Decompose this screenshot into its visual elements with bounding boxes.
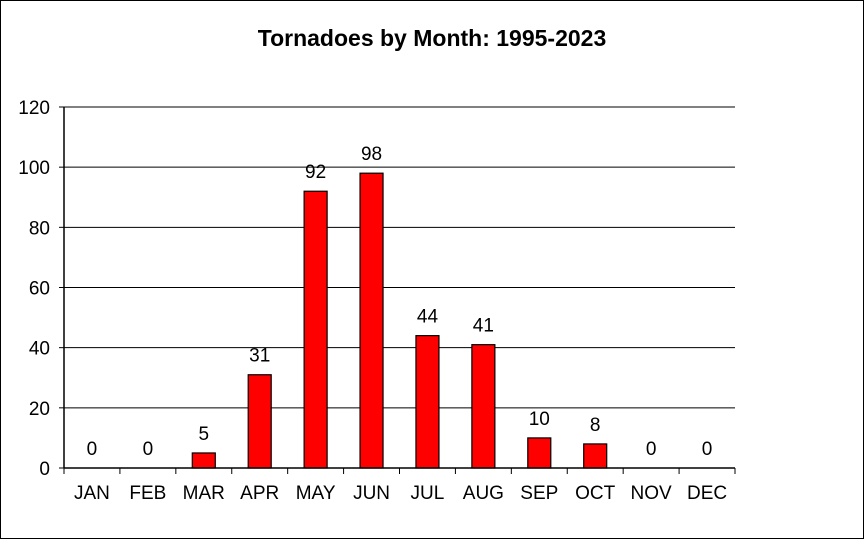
bar-mar (191, 452, 216, 469)
data-label-mar: 5 (199, 424, 210, 445)
data-label-apr: 31 (249, 346, 270, 367)
y-tick-label: 80 (29, 218, 50, 239)
bar-oct (583, 443, 608, 469)
x-tick-labels: JAN FEB MAR APR MAY JUN JUL AUG SEP OCT NOV DEC (74, 483, 727, 504)
data-labels: 0 0 5 31 92 98 44 41 10 8 0 0 (87, 144, 713, 460)
data-label-dec: 0 (702, 439, 713, 460)
x-tick-label-apr: APR (240, 483, 279, 504)
data-label-feb: 0 (143, 439, 154, 460)
y-tick-labels: 0 20 40 60 80 100 120 (18, 98, 50, 480)
x-tick-label-jul: JUL (411, 483, 445, 504)
bar-jul (415, 335, 440, 469)
x-tick-label-nov: NOV (631, 483, 673, 504)
y-tick-label: 0 (39, 459, 50, 480)
data-label-jan: 0 (87, 439, 98, 460)
data-label-oct: 8 (590, 415, 601, 436)
x-tick-label-may: MAY (296, 483, 336, 504)
bar-may (303, 190, 328, 469)
x-tick-label-sep: SEP (520, 483, 558, 504)
y-tick-label: 60 (29, 279, 50, 300)
y-tick-label: 40 (29, 339, 50, 360)
data-label-may: 92 (305, 162, 326, 183)
bars (191, 172, 608, 469)
y-tick-label: 20 (29, 399, 50, 420)
gridlines (64, 106, 735, 409)
x-tick-label-feb: FEB (129, 483, 166, 504)
x-tick-label-oct: OCT (575, 483, 616, 504)
bar-sep (527, 437, 552, 469)
bar-apr (247, 374, 272, 469)
x-tick-label-aug: AUG (463, 483, 504, 504)
bar-aug (471, 344, 496, 469)
x-tick-label-jun: JUN (353, 483, 390, 504)
data-label-sep: 10 (529, 409, 550, 430)
data-label-jul: 44 (417, 307, 439, 328)
data-label-aug: 41 (473, 316, 494, 337)
x-tick-label-dec: DEC (687, 483, 727, 504)
chart-title: Tornadoes by Month: 1995-2023 (258, 25, 607, 51)
x-tick-label-mar: MAR (183, 483, 225, 504)
y-tick-label: 100 (18, 158, 50, 179)
axes (59, 106, 736, 474)
bar-jun (359, 172, 384, 469)
data-label-jun: 98 (361, 144, 382, 165)
x-tick-label-jan: JAN (74, 483, 110, 504)
data-label-nov: 0 (646, 439, 657, 460)
y-tick-label: 120 (18, 98, 50, 119)
